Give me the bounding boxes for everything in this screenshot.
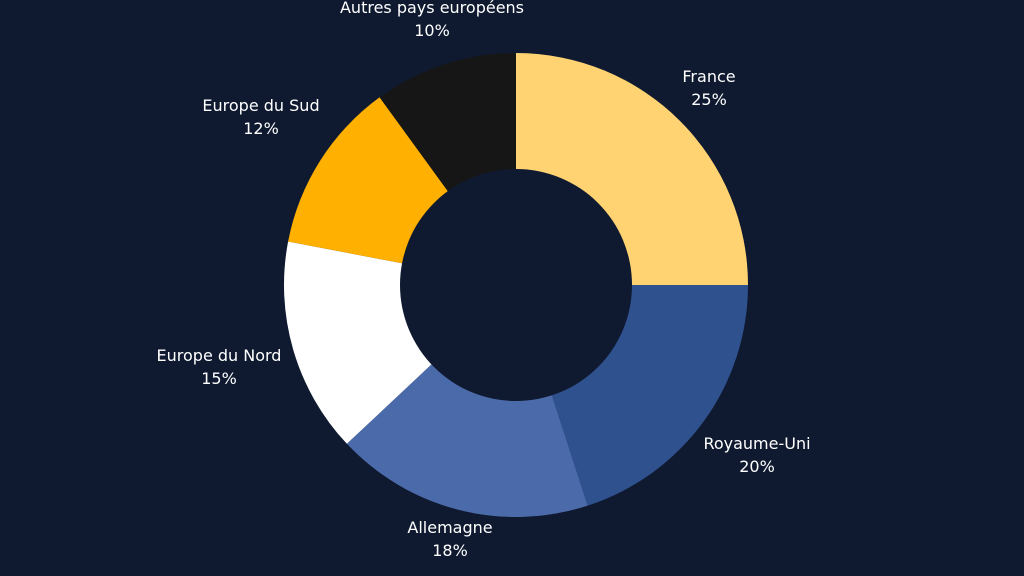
slice-label-france: France xyxy=(682,67,735,86)
slice-value-royaume-uni: 20% xyxy=(739,457,775,476)
slice-label-autres-pays-europeens: Autres pays européens xyxy=(340,0,524,17)
slice-label-allemagne: Allemagne xyxy=(407,518,492,537)
slice-value-allemagne: 18% xyxy=(432,541,468,560)
slice-value-autres-pays-europeens: 10% xyxy=(414,21,450,40)
donut-hole xyxy=(400,169,632,401)
slice-value-france: 25% xyxy=(691,90,727,109)
slice-label-royaume-uni: Royaume-Uni xyxy=(703,434,810,453)
slice-value-europe-du-nord: 15% xyxy=(201,369,237,388)
slice-label-europe-du-sud: Europe du Sud xyxy=(202,96,319,115)
slice-label-europe-du-nord: Europe du Nord xyxy=(157,346,282,365)
labels-group: France 25% Royaume-Uni 20% Allemagne 18% Europ… xyxy=(157,0,811,560)
slice-value-europe-du-sud: 12% xyxy=(243,119,279,138)
